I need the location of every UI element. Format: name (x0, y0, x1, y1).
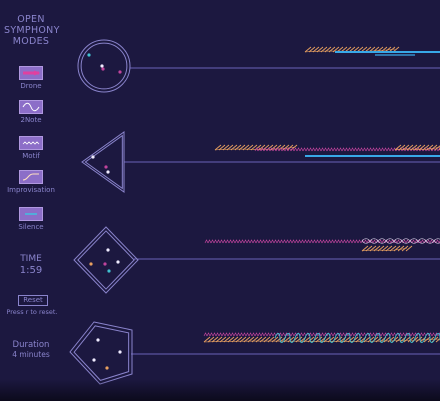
orange-trace (203, 336, 440, 343)
mode-button-drone[interactable]: Drone (4, 66, 58, 91)
app-title: OPEN SYMPHONY MODES (4, 14, 60, 47)
magenta-trace (203, 332, 440, 337)
lane-2 (81, 131, 440, 193)
mode-label: Motif (22, 152, 40, 160)
two-note-icon (19, 100, 43, 114)
pentagon-station (73, 325, 130, 381)
triangle-station (81, 131, 125, 193)
mode-button-2note[interactable]: 2Note (4, 100, 58, 125)
reset-button[interactable]: Reset (18, 295, 48, 306)
lane-3 (73, 226, 440, 294)
lane-4 (69, 321, 440, 385)
app-title-line: SYMPHONY (4, 25, 60, 36)
app-title-line: OPEN (17, 14, 45, 25)
improvisation-icon (19, 170, 43, 184)
control-panel: OPEN SYMPHONY MODES Drone 2Note Motif (0, 0, 62, 401)
player-dot (87, 53, 91, 57)
mode-button-silence[interactable]: Silence (4, 207, 58, 232)
diamond-station (73, 226, 139, 294)
circle-station (77, 39, 131, 93)
player-dot (118, 70, 122, 74)
lane-1 (77, 39, 440, 93)
player-dot (91, 155, 95, 159)
player-dot (105, 366, 109, 370)
mode-button-motif[interactable]: Motif (4, 136, 58, 161)
player-dot (89, 262, 93, 266)
app-title-line: MODES (12, 36, 50, 47)
triangle-station (84, 134, 123, 190)
player-dot (106, 248, 110, 252)
orange-trace (361, 247, 408, 252)
time-value: 1:59 (19, 265, 43, 276)
orange-trace (214, 146, 296, 151)
orange-trace (214, 144, 298, 151)
orange-trace (394, 146, 440, 151)
player-dot (107, 269, 111, 273)
drone-icon (19, 66, 43, 80)
orange-trace (304, 46, 400, 53)
reset-hint: Press r to reset. (6, 308, 58, 316)
mode-label: Silence (18, 223, 44, 231)
mode-label: Improvisation (7, 186, 55, 194)
duration-label: Duration (12, 340, 50, 350)
player-dot (106, 170, 110, 174)
mode-label: 2Note (20, 116, 42, 124)
mode-button-improvisation[interactable]: Improvisation (4, 170, 58, 195)
duration-value: 4 minutes (12, 350, 50, 359)
diamond-station (77, 230, 135, 290)
mode-label: Drone (20, 82, 42, 90)
player-dot (104, 165, 108, 169)
player-dot (116, 260, 120, 264)
player-dot (103, 262, 107, 266)
player-dot (96, 338, 100, 342)
player-dot (92, 358, 96, 362)
motif-icon (19, 136, 43, 150)
player-dot (100, 64, 104, 68)
player-dot (101, 67, 105, 71)
magenta-trace (204, 239, 440, 244)
cyan-trace (274, 333, 440, 343)
time-label: TIME (20, 254, 42, 264)
white-trace (361, 238, 440, 244)
silence-icon (19, 207, 43, 221)
player-dot (118, 350, 122, 354)
circle-station (80, 42, 128, 90)
